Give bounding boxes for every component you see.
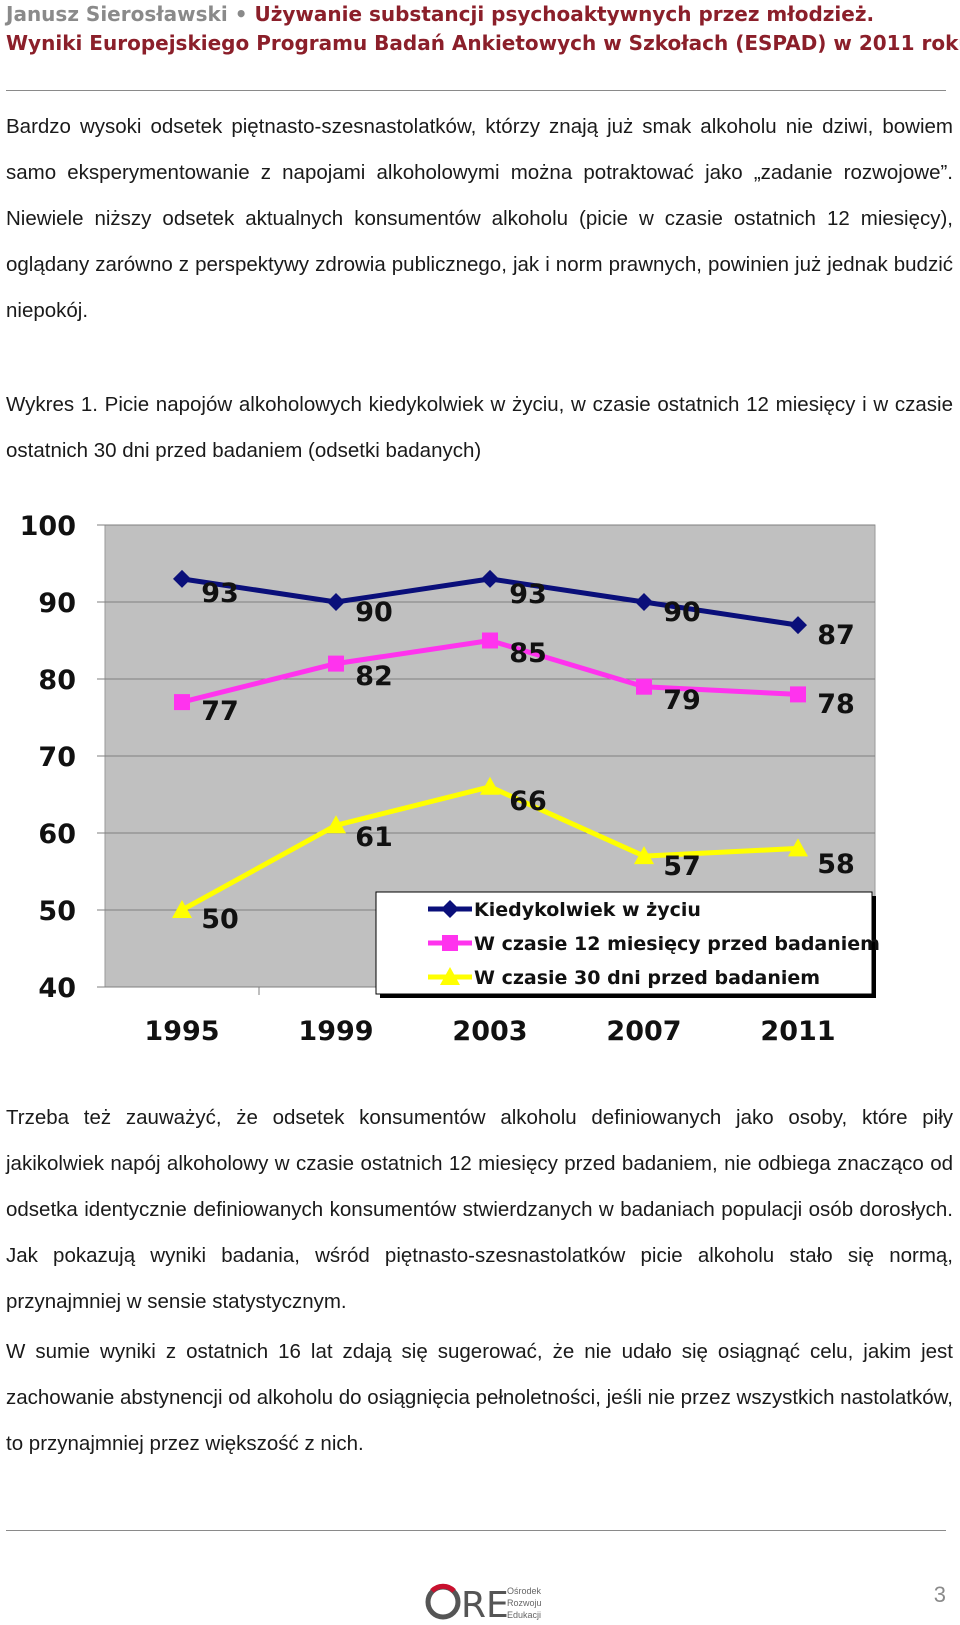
header-separator: • bbox=[234, 2, 248, 26]
data-label: 90 bbox=[663, 597, 701, 628]
x-tick-label: 2011 bbox=[760, 1016, 835, 1047]
data-point-square bbox=[442, 935, 458, 951]
y-tick-label: 50 bbox=[38, 896, 76, 927]
legend-label: W czasie 12 miesięcy przed badaniem bbox=[474, 933, 880, 955]
paragraph-summary: W sumie wyniki z ostatnich 16 lat zdają … bbox=[6, 1340, 953, 1455]
data-point-triangle bbox=[172, 900, 192, 918]
data-point-square bbox=[174, 694, 190, 711]
data-label: 77 bbox=[201, 696, 239, 727]
data-point-diamond bbox=[327, 593, 345, 611]
data-point-triangle bbox=[788, 838, 808, 857]
y-tick-label: 70 bbox=[38, 742, 76, 773]
data-point-triangle bbox=[480, 776, 500, 795]
legend-label: Kiedykolwiek w życiu bbox=[474, 899, 701, 921]
y-tick-label: 60 bbox=[38, 819, 76, 850]
data-point-square bbox=[328, 655, 344, 672]
header-line-1: Janusz Sierosławski • Używanie substancj… bbox=[6, 0, 946, 29]
x-tick-label: 2003 bbox=[452, 1016, 527, 1047]
data-label: 79 bbox=[663, 685, 701, 716]
data-label: 93 bbox=[509, 579, 547, 610]
data-label: 93 bbox=[201, 578, 239, 609]
logo-sub-1: Ośrodek bbox=[507, 1586, 542, 1596]
data-point-triangle bbox=[326, 815, 346, 834]
data-point-diamond bbox=[789, 616, 807, 635]
logo-sub-3: Edukacji bbox=[507, 1610, 541, 1620]
chart-data-labels: 93 90 93 90 87 77 82 85 79 78 50 61 66 57 58 bbox=[201, 578, 855, 935]
paragraph-intro: Bardzo wysoki odsetek piętnasto-szesnast… bbox=[6, 115, 953, 322]
data-label: 58 bbox=[817, 849, 855, 880]
data-label: 82 bbox=[355, 661, 393, 692]
legend-label: W czasie 30 dni przed badaniem bbox=[474, 967, 820, 989]
footer-rule bbox=[6, 1530, 946, 1531]
y-tick-label: 100 bbox=[20, 511, 76, 542]
y-tick-label: 40 bbox=[38, 973, 76, 1004]
data-point-diamond bbox=[635, 593, 653, 611]
paragraph-analysis: Trzeba też zauważyć, że odsetek konsumen… bbox=[6, 1106, 953, 1313]
chart-series bbox=[172, 569, 808, 918]
logo-o-ring bbox=[425, 1584, 461, 1620]
data-label: 61 bbox=[355, 822, 393, 853]
logo-text: RE bbox=[461, 1585, 509, 1622]
line-chart: 40 50 60 70 80 90 100 1995 1999 2003 2007 2011 93 90… bbox=[20, 511, 880, 1047]
header-author: Janusz Sierosławski bbox=[6, 2, 228, 26]
running-header: Janusz Sierosławski • Używanie substancj… bbox=[6, 0, 960, 58]
header-line-2: Wyniki Europejskiego Programu Badań Anki… bbox=[6, 31, 960, 55]
data-label: 50 bbox=[201, 904, 239, 935]
x-tick-label: 2007 bbox=[606, 1016, 681, 1047]
data-point-triangle bbox=[440, 967, 460, 985]
y-tick-label: 80 bbox=[38, 665, 76, 696]
logo-o-accent bbox=[430, 1583, 456, 1593]
data-label: 78 bbox=[817, 689, 855, 720]
y-tick-label: 90 bbox=[38, 588, 76, 619]
data-label: 87 bbox=[817, 620, 855, 651]
data-point-diamond bbox=[173, 569, 191, 588]
data-point-square bbox=[482, 632, 498, 649]
header-title: Używanie substancji psychoaktywnych prze… bbox=[254, 2, 875, 26]
data-label: 90 bbox=[355, 597, 393, 628]
ore-logo: RE Ośrodek Rozwoju Edukacji bbox=[425, 1583, 542, 1622]
chart-legend: Kiedykolwiek w życiu W czasie 12 miesięcy… bbox=[375, 891, 880, 998]
data-point-square bbox=[636, 678, 652, 695]
data-point-diamond bbox=[441, 900, 459, 918]
data-label: 66 bbox=[509, 786, 547, 817]
data-point-square bbox=[790, 686, 806, 703]
header-rule bbox=[6, 90, 946, 91]
figure-caption: Wykres 1. Picie napojów alkoholowych kie… bbox=[6, 393, 953, 462]
logo-sub-2: Rozwoju bbox=[507, 1598, 542, 1608]
x-tick-label: 1995 bbox=[144, 1016, 219, 1047]
data-point-triangle bbox=[634, 846, 654, 865]
x-tick-label: 1999 bbox=[298, 1016, 373, 1047]
data-label: 57 bbox=[663, 851, 701, 882]
data-point-diamond bbox=[481, 569, 499, 588]
data-label: 85 bbox=[509, 638, 547, 669]
page-number: 3 bbox=[933, 1582, 946, 1607]
